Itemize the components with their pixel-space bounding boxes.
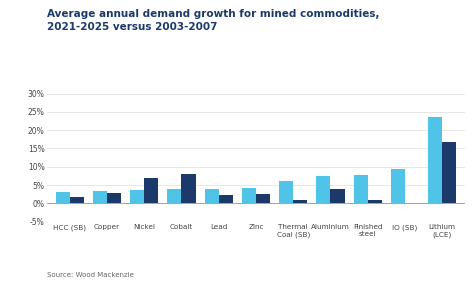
Bar — [130, 191, 144, 203]
Bar — [70, 197, 84, 203]
Bar — [107, 193, 121, 203]
Bar — [316, 176, 330, 203]
Bar — [405, 202, 419, 203]
Bar — [368, 200, 382, 203]
Bar — [279, 181, 293, 203]
Bar — [391, 169, 405, 203]
Bar — [256, 194, 270, 203]
Bar — [293, 200, 307, 203]
Bar — [182, 174, 196, 203]
Bar — [93, 191, 107, 203]
Bar — [442, 142, 456, 203]
Bar — [330, 189, 345, 203]
Bar — [205, 189, 219, 203]
Bar — [428, 118, 442, 203]
Text: Average annual demand growth for mined commodities,
2021-2025 versus 2003-2007: Average annual demand growth for mined c… — [47, 9, 380, 32]
Text: Source: Wood Mackenzie: Source: Wood Mackenzie — [47, 272, 134, 278]
Bar — [242, 188, 256, 203]
Bar — [354, 175, 368, 203]
Bar — [144, 178, 158, 203]
Bar — [55, 192, 70, 203]
Bar — [219, 195, 233, 203]
Bar — [167, 189, 182, 203]
